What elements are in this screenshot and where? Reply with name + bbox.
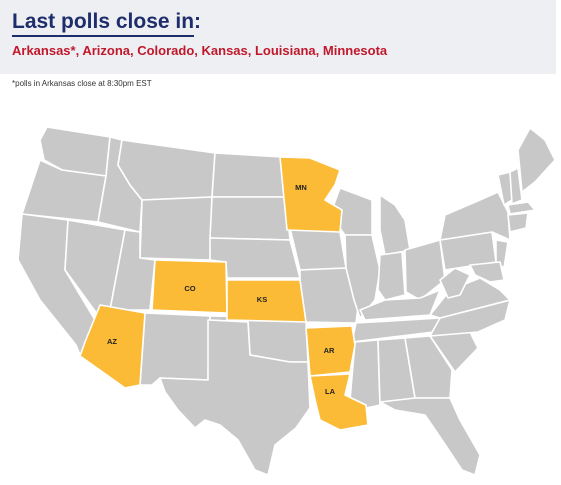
header-band <box>0 0 556 74</box>
state-nm <box>139 312 211 386</box>
highlighted-states <box>79 156 369 431</box>
state-mn <box>279 156 343 233</box>
state-in <box>377 251 406 301</box>
state-ma <box>507 201 536 215</box>
state-label-co: CO <box>184 284 195 293</box>
state-mi <box>379 194 411 256</box>
state-ct-ri <box>507 212 529 233</box>
state-md-de <box>469 261 505 283</box>
state-fl <box>379 397 481 476</box>
state-labels: MN CO KS AZ AR LA <box>107 183 336 396</box>
state-ms <box>349 339 381 409</box>
state-label-ar: AR <box>324 346 335 355</box>
title-underline <box>12 35 194 37</box>
state-nh <box>509 167 523 205</box>
state-wv <box>439 267 471 299</box>
state-ga <box>404 335 453 399</box>
closing-states-list: Arkansas*, Arizona, Colorado, Kansas, Lo… <box>12 43 388 58</box>
state-tx <box>159 319 311 476</box>
state-ny <box>439 191 511 241</box>
state-label-ks: KS <box>257 295 267 304</box>
state-ia <box>289 227 347 271</box>
state-la <box>309 373 369 431</box>
state-wy <box>139 196 213 261</box>
page-title: Last polls close in: <box>12 10 202 33</box>
arkansas-footnote: *polls in Arkansas close at 8:30pm EST <box>12 79 152 88</box>
state-oh <box>404 239 446 301</box>
gray-states <box>17 126 556 476</box>
state-sd <box>209 196 291 241</box>
state-ks <box>226 279 307 323</box>
state-nj <box>495 239 509 269</box>
state-az <box>79 304 146 389</box>
state-ar <box>305 325 356 377</box>
state-ky <box>359 289 441 321</box>
state-label-mn: MN <box>295 183 307 192</box>
state-nd <box>211 152 287 198</box>
state-me <box>517 127 556 193</box>
state-label-la: LA <box>325 387 336 396</box>
state-label-az: AZ <box>107 337 117 346</box>
